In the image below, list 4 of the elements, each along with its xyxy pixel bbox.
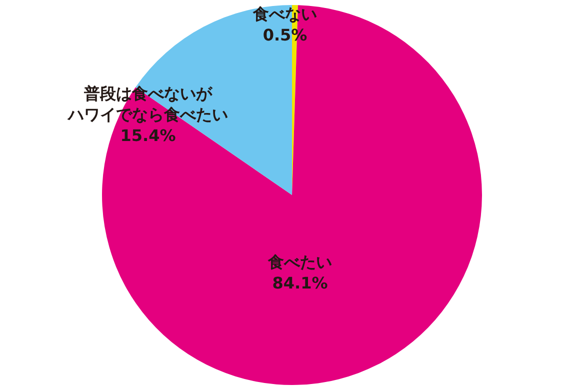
slice-label: 食べない [252, 4, 317, 24]
slice-label: 食べたい [267, 252, 332, 272]
data-label: 15.4% [120, 126, 176, 145]
data-label: 84.1% [272, 274, 328, 292]
